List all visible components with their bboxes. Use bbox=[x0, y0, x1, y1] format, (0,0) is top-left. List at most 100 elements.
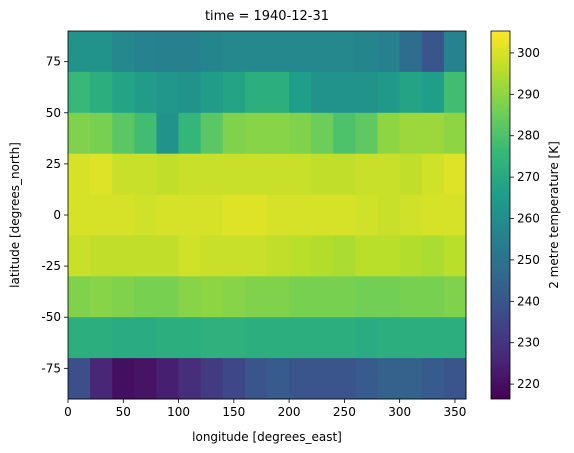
heatmap-cell bbox=[267, 31, 290, 73]
heatmap-cell bbox=[443, 276, 467, 318]
heatmap-cell bbox=[377, 194, 401, 236]
heatmap-cell bbox=[311, 194, 334, 236]
heatmap-cell bbox=[355, 317, 379, 359]
heatmap-cell bbox=[267, 317, 290, 359]
heatmap-cell bbox=[443, 317, 467, 359]
y-tick-label: 50 bbox=[46, 106, 61, 120]
heatmap-cell bbox=[68, 194, 91, 236]
heatmap-cell bbox=[112, 194, 135, 236]
heatmap-cell bbox=[311, 153, 334, 196]
heatmap-cell bbox=[355, 358, 379, 400]
heatmap-cell bbox=[244, 31, 268, 73]
colorbar-tick-label: 220 bbox=[517, 377, 540, 391]
y-tick-label: -25 bbox=[41, 259, 61, 273]
heatmap-cell bbox=[244, 112, 268, 155]
heatmap-cell bbox=[156, 235, 180, 277]
chart-title: time = 1940-12-31 bbox=[205, 9, 329, 24]
heatmap-cell bbox=[222, 112, 246, 155]
heatmap-cell bbox=[311, 317, 334, 359]
heatmap-cell bbox=[355, 276, 379, 318]
heatmap-cell bbox=[244, 358, 268, 400]
heatmap-cell bbox=[112, 317, 135, 359]
x-tick-label: 350 bbox=[443, 405, 466, 419]
heatmap-cell bbox=[156, 153, 180, 196]
heatmap-cell bbox=[443, 31, 467, 73]
heatmap-cell bbox=[421, 194, 445, 236]
heatmap-cell bbox=[443, 153, 467, 196]
heatmap-cell bbox=[90, 358, 113, 400]
heatmap-cell bbox=[178, 31, 202, 73]
heatmap-cell bbox=[267, 276, 290, 318]
heatmap-cell bbox=[267, 112, 290, 155]
heatmap-cell bbox=[443, 194, 467, 236]
heatmap-cell bbox=[267, 358, 290, 400]
heatmap-cell bbox=[90, 112, 113, 155]
colorbar: 220 230 240 250 260 270 280 290 300 bbox=[490, 30, 540, 400]
heatmap-cell bbox=[355, 112, 379, 155]
heatmap-cell bbox=[156, 71, 180, 114]
heatmap-cell bbox=[311, 71, 334, 114]
heatmap-cell bbox=[134, 71, 157, 114]
heatmap-cell bbox=[178, 194, 202, 236]
colorbar-tick-label: 270 bbox=[517, 170, 540, 184]
heatmap-cell bbox=[178, 71, 202, 114]
heatmap-cell bbox=[421, 276, 445, 318]
heatmap-cell bbox=[399, 317, 423, 359]
y-tick-label: 75 bbox=[46, 55, 61, 69]
heatmap-cell bbox=[90, 71, 113, 114]
heatmap-cell bbox=[200, 194, 224, 236]
y-tick-label: 0 bbox=[53, 208, 61, 222]
heatmap-cell bbox=[311, 31, 334, 73]
x-tick-label: 100 bbox=[167, 405, 190, 419]
heatmap-cell bbox=[134, 112, 157, 155]
heatmap-cell bbox=[289, 194, 312, 236]
heatmap-cell bbox=[156, 194, 180, 236]
heatmap-cell bbox=[68, 71, 91, 114]
y-axis-label: latitude [degrees_north] bbox=[8, 142, 22, 288]
heatmap-cell bbox=[156, 358, 180, 400]
heatmap-cell bbox=[112, 358, 135, 400]
x-tick-label: 250 bbox=[333, 405, 356, 419]
heatmap-cell bbox=[421, 71, 445, 114]
heatmap-cell bbox=[178, 317, 202, 359]
heatmap-cell bbox=[333, 31, 356, 73]
heatmap-cell bbox=[90, 31, 113, 73]
heatmap-cell bbox=[222, 276, 246, 318]
x-axis-label: longitude [degrees_east] bbox=[192, 430, 342, 444]
colorbar-tick-label: 250 bbox=[517, 253, 540, 267]
heatmap-cell bbox=[90, 153, 113, 196]
heatmap-cell bbox=[333, 358, 356, 400]
heatmap-cell bbox=[156, 31, 180, 73]
heatmap-cell bbox=[399, 276, 423, 318]
heatmap-cell bbox=[267, 194, 290, 236]
heatmap-cell bbox=[377, 31, 401, 73]
heatmap-cell bbox=[311, 358, 334, 400]
heatmap-cell bbox=[333, 153, 356, 196]
heatmap-cell bbox=[443, 71, 467, 114]
heatmap-cell bbox=[156, 317, 180, 359]
heatmap-cell bbox=[421, 317, 445, 359]
heatmap-cell bbox=[244, 153, 268, 196]
heatmap-cell bbox=[333, 276, 356, 318]
colorbar-tick-label: 280 bbox=[517, 129, 540, 143]
heatmap-cell bbox=[90, 276, 113, 318]
heatmap-cell bbox=[399, 71, 423, 114]
heatmap-cells bbox=[68, 31, 467, 400]
heatmap-cell bbox=[112, 71, 135, 114]
heatmap-cell bbox=[134, 276, 157, 318]
heatmap-cell bbox=[222, 358, 246, 400]
heatmap-cell bbox=[134, 235, 157, 277]
y-tick-label: -75 bbox=[41, 361, 61, 375]
heatmap-cell bbox=[421, 358, 445, 400]
heatmap-cell bbox=[421, 31, 445, 73]
heatmap-cell bbox=[244, 235, 268, 277]
heatmap-cell bbox=[377, 317, 401, 359]
heatmap-cell bbox=[443, 112, 467, 155]
heatmap-cell bbox=[200, 235, 224, 277]
colorbar-tick-label: 230 bbox=[517, 336, 540, 350]
heatmap-cell bbox=[399, 112, 423, 155]
heatmap-cell bbox=[134, 153, 157, 196]
heatmap-cell bbox=[377, 276, 401, 318]
heatmap-cell bbox=[311, 276, 334, 318]
x-tick-label: 200 bbox=[278, 405, 301, 419]
